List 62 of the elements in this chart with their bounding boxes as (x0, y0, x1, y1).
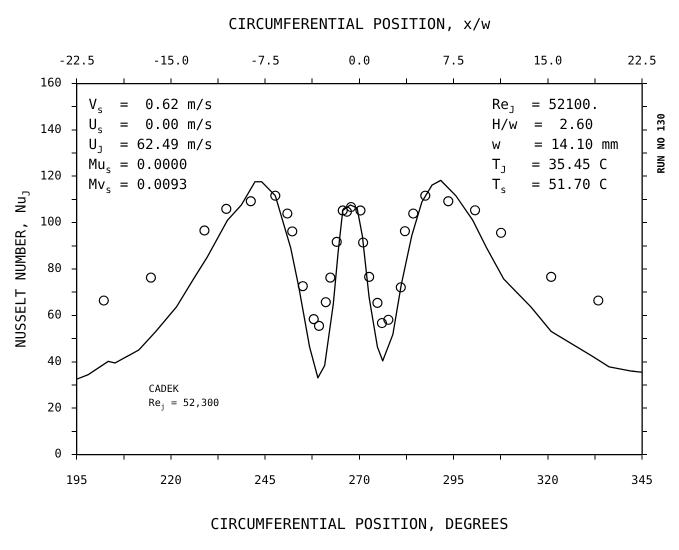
point (325, 272, 336, 283)
point (98, 295, 109, 306)
x-tick-label: 270 (348, 472, 370, 487)
x-axis-title: CIRCUMFERENTIAL POSITION, DEGREES (210, 514, 508, 533)
point (221, 204, 232, 214)
y-tick-label: 60 (47, 308, 62, 322)
point (364, 272, 374, 282)
annotation: H/w = 2.60 (492, 117, 594, 134)
point (246, 196, 256, 206)
point (287, 226, 298, 237)
y-tick-label: 80 (47, 261, 62, 276)
point (593, 295, 604, 306)
point (372, 298, 383, 308)
text: RUN NO 130 (656, 113, 668, 174)
point (355, 205, 366, 216)
point (496, 228, 506, 238)
point (400, 226, 410, 236)
point (376, 318, 388, 328)
point (342, 206, 352, 217)
point (408, 208, 418, 219)
point (383, 314, 394, 325)
point (308, 314, 319, 324)
x-tick-label: 320 (536, 472, 559, 487)
point (338, 205, 348, 216)
annotation: CADEK (148, 384, 179, 396)
y-tick-label: 120 (40, 168, 62, 182)
x2-tick-label: -15.0 (152, 53, 189, 68)
point (546, 272, 556, 282)
point (314, 320, 324, 331)
x-tick-label: 245 (254, 472, 276, 487)
point (443, 196, 454, 206)
y-tick-label: 20 (47, 400, 62, 414)
x2-tick-label: -22.5 (58, 53, 95, 68)
x2-tick-label: 7.5 (442, 53, 464, 68)
x2-tick-label: -7.5 (250, 53, 280, 68)
point (320, 297, 331, 308)
x-tick-label: 345 (631, 472, 653, 487)
point (270, 190, 280, 201)
x-tick-label: 220 (160, 472, 182, 487)
x2-tick-label: 0.0 (348, 53, 370, 68)
y-tick-label: 0 (54, 446, 62, 461)
x2-tick-label: 15.0 (533, 53, 562, 68)
y-tick-label: 140 (40, 122, 62, 136)
point (396, 282, 406, 292)
annotation: w = 14.10 mm (492, 137, 618, 154)
point (298, 281, 308, 292)
point (146, 272, 156, 283)
y-tick-label: 100 (40, 214, 62, 229)
y-tick-label: 160 (40, 76, 62, 90)
x-tick-label: 195 (66, 472, 88, 487)
point (470, 205, 480, 216)
y-axis-title: NUSSELT NUMBER, NuJ (14, 190, 32, 348)
point (358, 237, 368, 248)
point (282, 208, 292, 219)
x2-axis-title: CIRCUMFERENTIAL POSITION, x/w (228, 14, 492, 33)
point (420, 190, 430, 201)
y-tick-label: 40 (47, 354, 62, 368)
point (346, 202, 356, 212)
x2-tick-label: 22.5 (628, 53, 656, 68)
point (332, 236, 342, 247)
x-tick-label: 295 (442, 472, 464, 487)
point (199, 225, 210, 236)
